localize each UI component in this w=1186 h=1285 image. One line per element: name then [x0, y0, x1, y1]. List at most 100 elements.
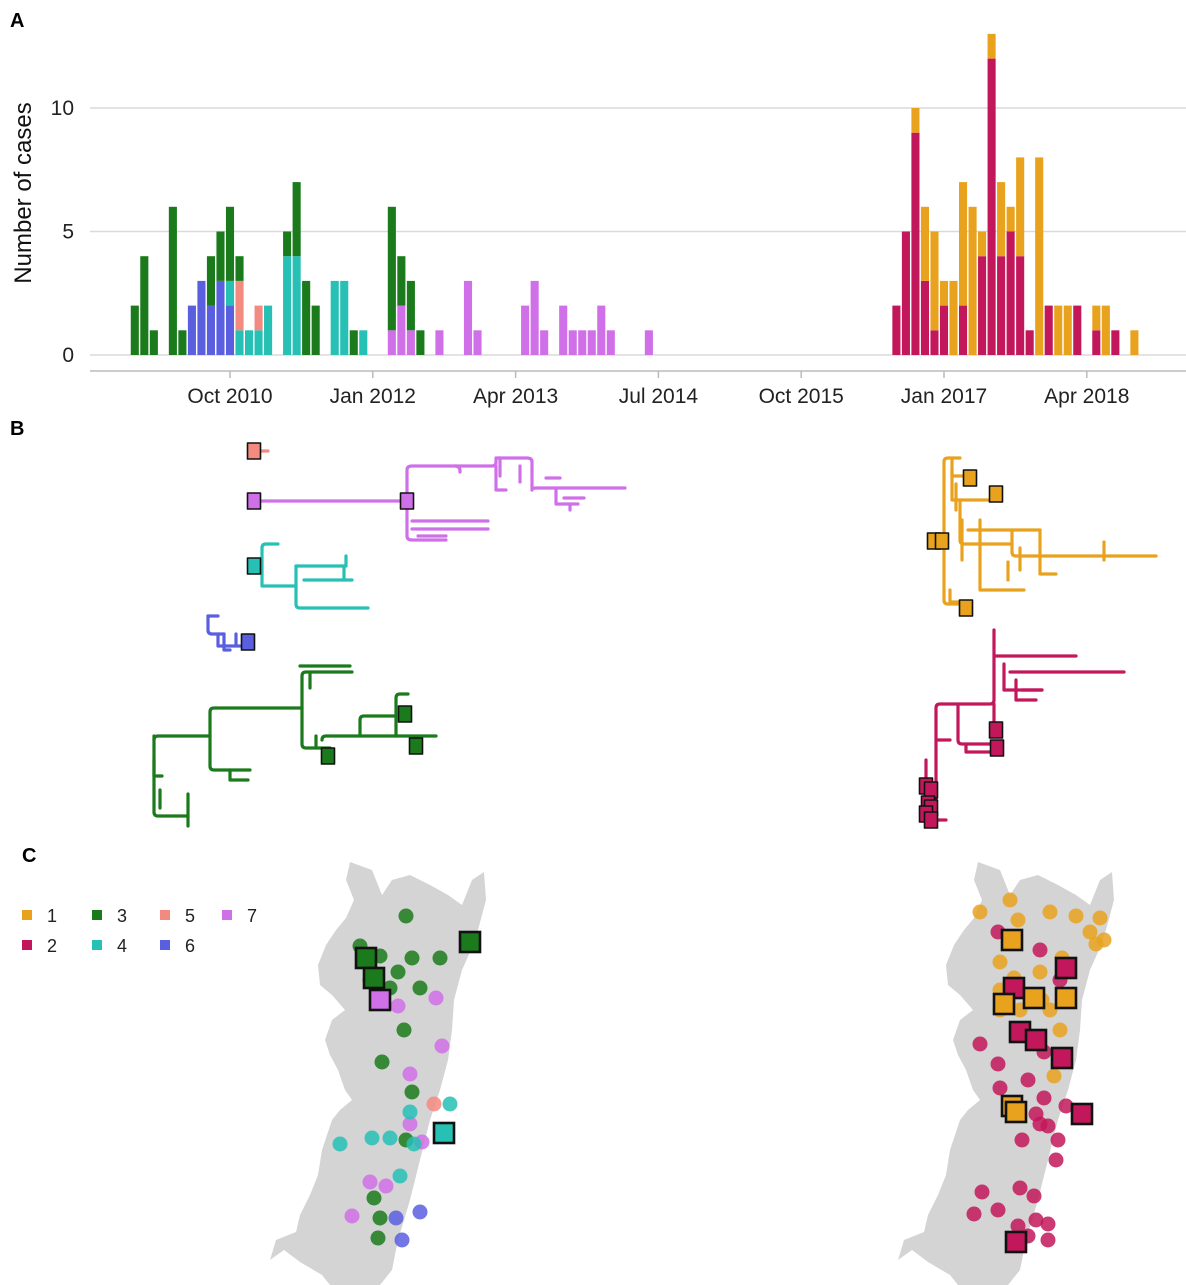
map-point-lineage-3: [404, 950, 420, 966]
legend-swatch-4: [92, 940, 102, 950]
map-point-lineage-2: [1048, 1152, 1064, 1168]
map-sequenced-marker-lineage-1: [1022, 986, 1046, 1010]
bar-segment-lineage-2: [1016, 256, 1025, 355]
legend-swatch-6: [160, 940, 170, 950]
bar-segment-lineage-7: [463, 280, 473, 355]
map-point-lineage-2: [974, 1184, 990, 1200]
bar-segment-lineage-2: [997, 256, 1006, 355]
bar-segment-lineage-7: [387, 330, 396, 355]
map-point-lineage-2: [1010, 1218, 1026, 1234]
map-point-lineage-2: [990, 1202, 1006, 1218]
tree-lineage-1: [932, 456, 1158, 606]
map-point-lineage-7: [390, 998, 406, 1014]
tip-marker-lineage-3: [320, 747, 336, 765]
map-point-lineage-5: [426, 1096, 442, 1112]
map-point-lineage-2: [1014, 1132, 1030, 1148]
bar-segment-lineage-4: [225, 280, 235, 306]
bar-segment-lineage-7: [397, 305, 406, 355]
map-point-lineage-3: [370, 1230, 386, 1246]
phylogenetic-trees: [152, 442, 1158, 829]
bar-segment-lineage-1: [939, 280, 949, 306]
map-point-lineage-4: [402, 1104, 418, 1120]
bar-segment-lineage-2: [939, 305, 949, 355]
map-point-lineage-3: [412, 980, 428, 996]
bar-segment-lineage-4: [235, 330, 244, 355]
tip-marker-lineage-3: [408, 737, 424, 755]
bar-segment-lineage-2: [892, 305, 901, 355]
map-sequenced-marker-lineage-1: [1004, 1100, 1028, 1124]
bar-segment-lineage-7: [530, 280, 539, 355]
bar-segment-lineage-1: [1035, 157, 1044, 355]
legend-label-3: 3: [117, 906, 127, 926]
map-point-lineage-3: [372, 1210, 388, 1226]
bar-segment-lineage-4: [359, 330, 368, 355]
bar-segment-lineage-3: [130, 305, 139, 355]
bar-segment-lineage-2: [901, 231, 910, 355]
bar-segment-lineage-2: [1025, 330, 1034, 355]
bar-segment-lineage-3: [225, 206, 235, 281]
bar-segment-lineage-3: [283, 231, 292, 257]
map-point-lineage-2: [1040, 1216, 1056, 1232]
bar-segment-lineage-1: [930, 231, 939, 331]
map-point-lineage-2: [1058, 1098, 1074, 1114]
panel-label-a: A: [10, 10, 25, 32]
tree-lineage-2: [924, 628, 1126, 822]
bar-segment-lineage-1: [1101, 305, 1110, 355]
bar-segment-lineage-2: [958, 305, 968, 355]
map-point-lineage-2: [1020, 1072, 1036, 1088]
map-point-lineage-2: [1026, 1188, 1042, 1204]
bar-segment-lineage-3: [416, 330, 425, 355]
map-case-points: [332, 892, 1112, 1254]
map-point-lineage-1: [1010, 912, 1026, 928]
map-point-lineage-1: [1052, 1022, 1068, 1038]
map-point-lineage-2: [1032, 1116, 1048, 1132]
bar-segment-lineage-2: [1073, 305, 1082, 355]
map-point-lineage-2: [1040, 1232, 1056, 1248]
map-point-lineage-7: [434, 1038, 450, 1054]
x-tick-label: Oct 2015: [759, 385, 844, 408]
bar-segment-lineage-1: [987, 33, 996, 59]
bar-segment-lineage-1: [968, 206, 977, 355]
map-point-lineage-1: [1082, 924, 1098, 940]
bar-segment-lineage-2: [911, 132, 920, 355]
bars: [130, 33, 1139, 355]
bar-segment-lineage-6: [187, 305, 196, 355]
y-tick-labels: 0 5 10: [51, 97, 74, 367]
map-shape-right: [898, 862, 1114, 1285]
map-point-lineage-2: [1012, 1180, 1028, 1196]
bar-segment-lineage-7: [521, 305, 530, 355]
bar-segment-lineage-1: [1092, 305, 1101, 331]
x-tick-label: Apr 2013: [473, 385, 558, 408]
bar-segment-lineage-7: [587, 330, 596, 355]
map-point-lineage-1: [1032, 964, 1048, 980]
y-tick-label: 0: [62, 344, 74, 367]
bar-segment-lineage-6: [197, 280, 206, 355]
bar-segment-lineage-3: [397, 256, 406, 306]
map-sequenced-marker-lineage-3: [362, 966, 386, 990]
tree-lineage-6: [206, 614, 242, 652]
bar-segment-lineage-1: [978, 231, 987, 257]
legend-swatch-2: [22, 940, 32, 950]
map-point-lineage-7: [402, 1116, 418, 1132]
bar-segment-lineage-3: [302, 280, 311, 355]
tip-marker-lineage-1: [962, 469, 978, 487]
bar-segment-lineage-2: [1092, 330, 1101, 355]
bar-segment-lineage-4: [254, 330, 263, 355]
bar-segment-lineage-3: [168, 206, 177, 355]
y-tick-label: 5: [62, 221, 74, 244]
map-sequenced-marker-lineage-2: [1004, 1230, 1028, 1254]
bar-segment-lineage-1: [949, 280, 958, 355]
tip-marker-lineage-1: [958, 599, 974, 617]
bar-segment-lineage-3: [140, 256, 149, 355]
tip-marker-lineage-5: [246, 442, 262, 460]
y-tick-label: 10: [51, 97, 74, 120]
bar-segment-lineage-4: [340, 280, 349, 355]
legend-label-2: 2: [47, 936, 57, 956]
map-point-lineage-3: [404, 1084, 420, 1100]
bar-segment-lineage-5: [254, 305, 263, 331]
bar-segment-lineage-3: [311, 305, 320, 355]
map-point-lineage-1: [1046, 1068, 1062, 1084]
x-tick-label: Jul 2014: [619, 385, 699, 408]
bar-segment-lineage-1: [911, 108, 920, 133]
